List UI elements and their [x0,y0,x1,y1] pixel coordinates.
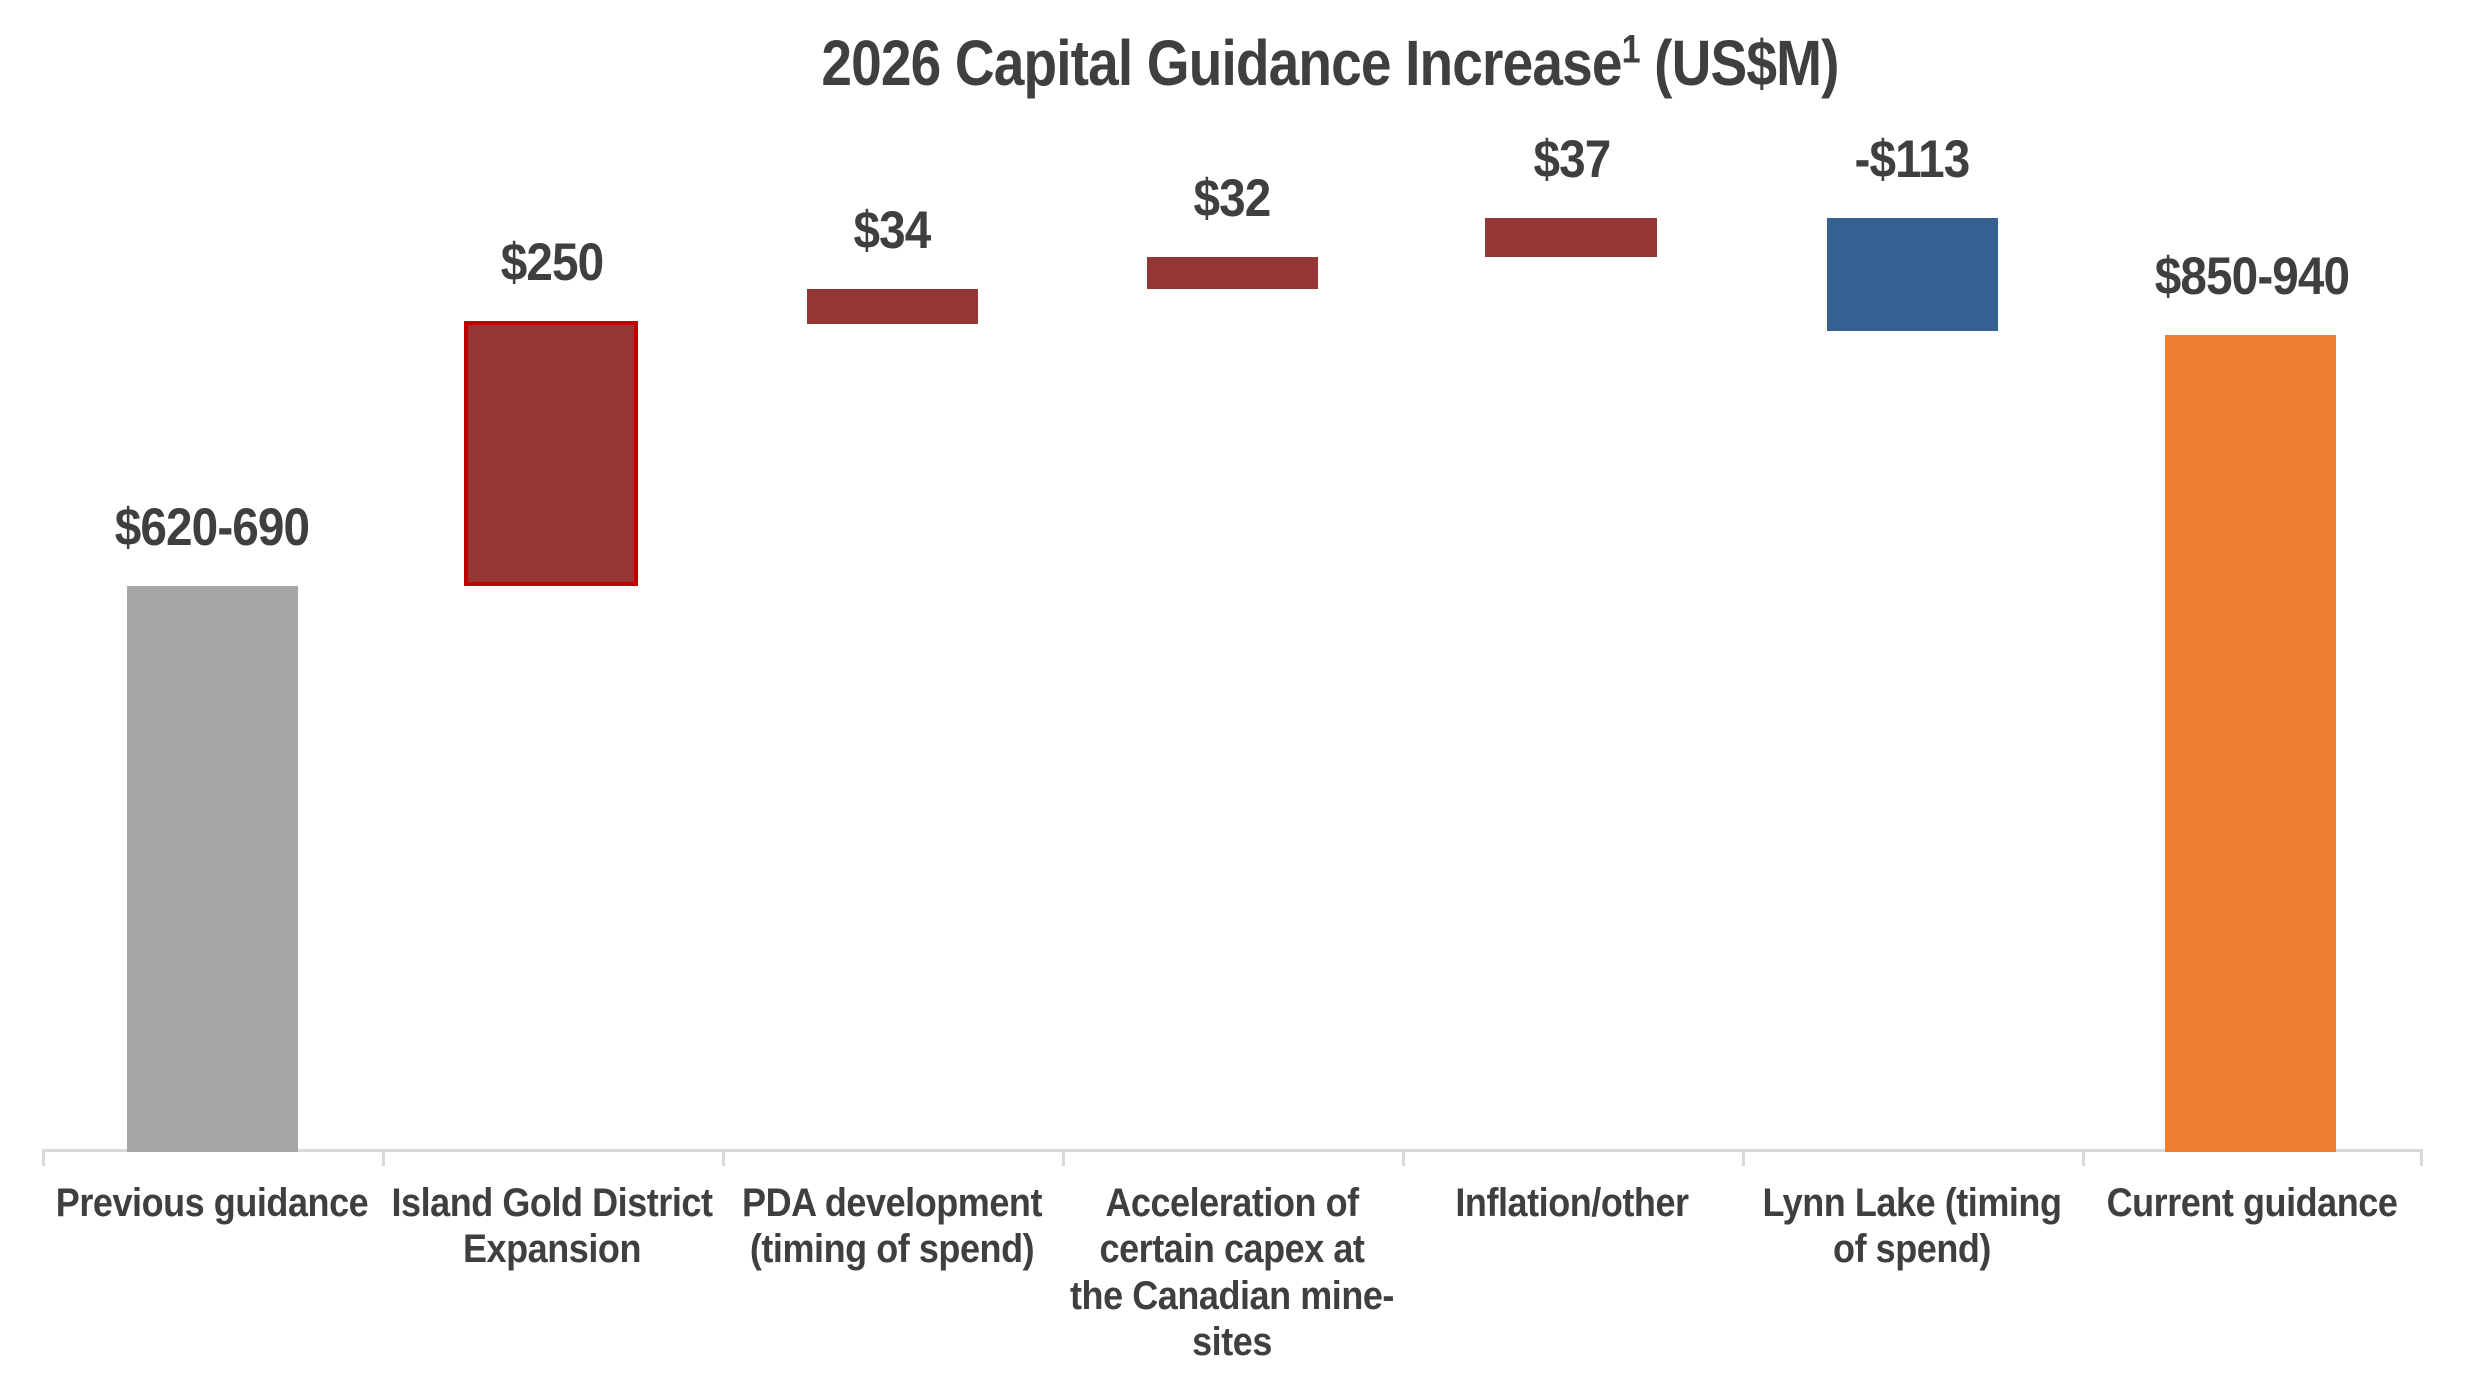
value-label-6: -$113 [1854,130,1971,190]
chart-title-unit: (US$M) [1639,27,1839,99]
x-axis-line [42,1149,2423,1152]
value-label-3: $34 [853,201,932,261]
value-label-2: $250 [500,233,604,293]
value-label-5: $37 [1533,130,1612,190]
category-label-2: Island Gold District Expansion [391,1181,713,1272]
bar-start-total-1 [127,586,298,1152]
x-axis-tick [1742,1149,1745,1166]
bar-end-total-7 [2165,335,2336,1152]
value-label-7: $850-940 [2154,247,2350,307]
category-label-5: Inflation/other [1455,1181,1689,1225]
bar-increase-2 [464,321,638,586]
footnote-marker: 1 [1621,27,1641,72]
x-axis-tick [2082,1149,2085,1166]
bar-increase-4 [1147,257,1318,289]
x-axis-tick [1402,1149,1405,1166]
x-axis-tick [1062,1149,1065,1166]
value-label-1: $620-690 [114,498,310,558]
category-label-1: Previous guidance [55,1181,369,1225]
category-label-6: Lynn Lake (timing of spend) [1762,1181,2062,1272]
bar-increase-5 [1485,218,1657,257]
x-axis-tick [2420,1149,2423,1166]
x-axis-tick [382,1149,385,1166]
chart-title: 2026 Capital Guidance Increase1 (US$M) [336,26,2324,100]
bar-increase-3 [807,289,978,324]
chart-title-text: 2026 Capital Guidance Increase [821,27,1622,99]
bar-decrease-6 [1827,218,1998,331]
category-label-3: PDA development (timing of spend) [742,1181,1042,1272]
category-label-4: Acceleration of certain capex at the Can… [1070,1181,1394,1365]
category-label-7: Current guidance [2106,1181,2398,1225]
x-axis-tick [42,1149,45,1166]
x-axis-tick [722,1149,725,1166]
value-label-4: $32 [1193,169,1272,229]
